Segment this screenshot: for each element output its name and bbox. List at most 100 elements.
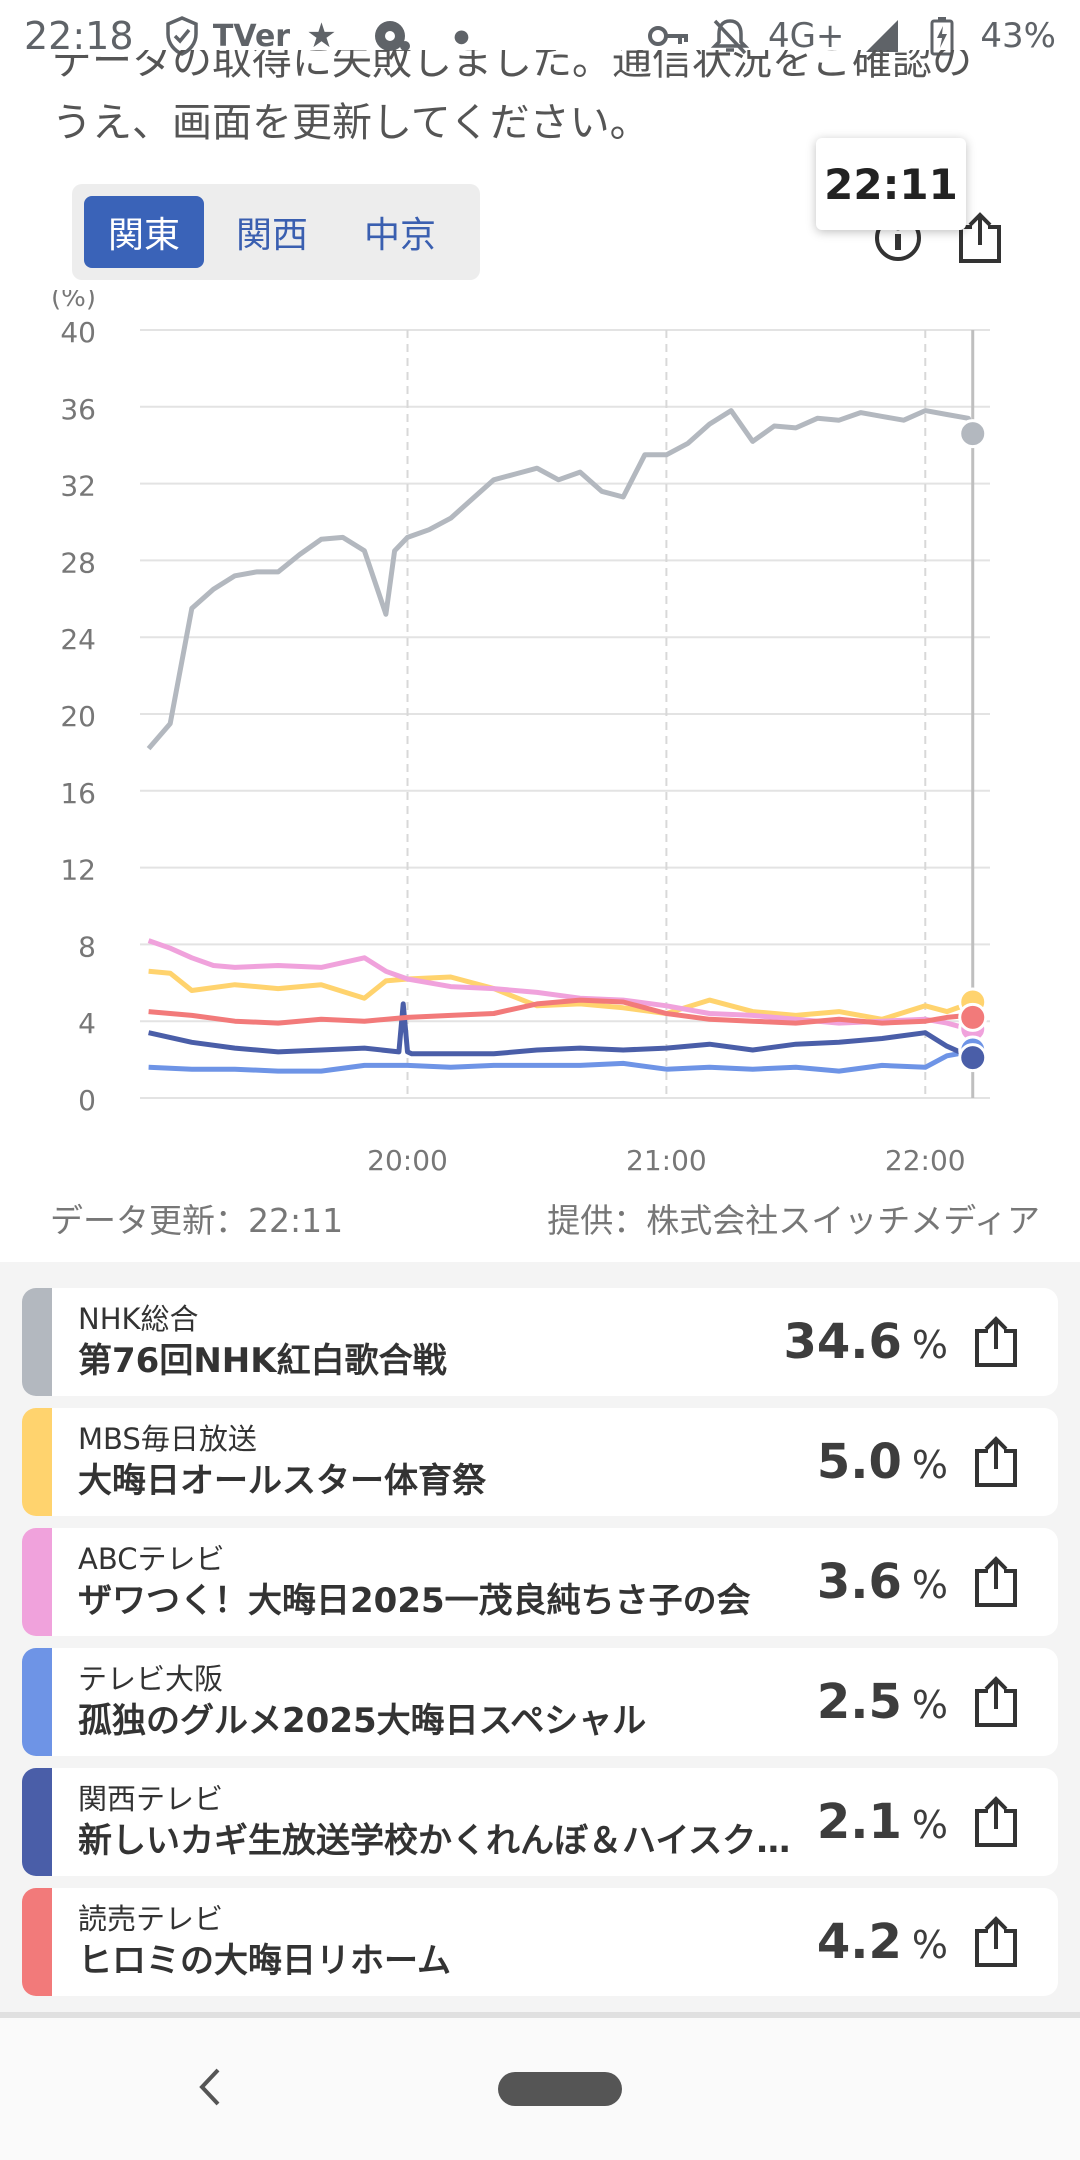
star-icon: ★ [306, 16, 337, 56]
channel-name: 読売テレビ [78, 1902, 224, 1936]
chart-footer: データ更新：22:11 提供：株式会社スイッチメディア [50, 1194, 1040, 1242]
program-card[interactable]: NHK総合 第76回NHK紅白歌合戦 34.6% [22, 1288, 1058, 1396]
rating-unit: % [911, 1323, 948, 1367]
battery-level: 43% [980, 16, 1056, 56]
chart-svg: 0 4 8 12 16 20 24 28 32 36 40 (%) 20:00 21:00 22:00 [51, 283, 990, 1177]
program-title: 大晦日オールスター体育祭 [78, 1461, 486, 1501]
rating-value: 2.1 [816, 1794, 902, 1850]
rating-value: 5.0 [816, 1434, 902, 1490]
program-card[interactable]: テレビ大阪 孤独のグルメ2025大晦日スペシャル 2.5% [22, 1648, 1058, 1756]
series-end-marker [958, 419, 988, 449]
status-time: 22:18 [24, 14, 134, 58]
channel-name: ABCテレビ [78, 1542, 225, 1576]
rating: 3.6% [817, 1554, 948, 1610]
time-tooltip: 22:11 [816, 138, 966, 230]
network-type: 4G+ [767, 16, 845, 56]
rating: 34.6% [783, 1314, 948, 1370]
record-icon [370, 14, 414, 58]
series-end-marker [958, 1043, 988, 1073]
share-icon[interactable] [966, 1912, 1026, 1972]
y-tick-label: 24 [60, 623, 96, 656]
error-message-line1: データの取得に失敗しました。通信状況をご確認の [52, 50, 972, 84]
share-icon[interactable] [966, 1792, 1026, 1852]
series-line [148, 1047, 974, 1074]
program-title: 第76回NHK紅白歌合戦 [78, 1341, 447, 1381]
series-end-marker [958, 1002, 988, 1032]
y-tick-label: 28 [60, 546, 96, 579]
y-tick-label: 4 [78, 1007, 96, 1040]
rating-unit: % [911, 1563, 948, 1607]
rating: 2.1% [817, 1794, 948, 1850]
series-line [148, 997, 974, 1026]
rating: 5.0% [817, 1434, 948, 1490]
rating-unit: % [911, 1803, 948, 1847]
error-message: データの取得に失敗しました。通信状況をご確認の うえ、画面を更新してください。 [52, 50, 1032, 170]
channel-name: MBS毎日放送 [78, 1422, 257, 1456]
program-title: 新しいカギ生放送学校かくれんぼ＆ハイスクール [78, 1821, 817, 1861]
channel-name: NHK総合 [78, 1302, 199, 1336]
divider [0, 2012, 1080, 2018]
signal-icon [860, 14, 904, 58]
channel-color-bar [22, 1288, 52, 1396]
y-tick-label: 32 [60, 470, 96, 503]
notifications-off-icon [708, 14, 752, 58]
rating-value: 2.5 [816, 1674, 902, 1730]
share-icon[interactable] [966, 1312, 1026, 1372]
y-tick-label: 12 [60, 854, 96, 887]
rating-unit: % [911, 1683, 948, 1727]
y-tick-label: 40 [60, 316, 96, 349]
back-icon[interactable] [190, 2062, 230, 2112]
series-line [148, 968, 974, 1022]
rating-unit: % [911, 1923, 948, 1967]
channel-color-bar [22, 1888, 52, 1996]
y-unit-label: (%) [51, 290, 96, 313]
program-card[interactable]: ABCテレビ ザワつく！大晦日2025一茂良純ちさ子の会 3.6% [22, 1528, 1058, 1636]
x-tick-label: 20:00 [367, 1144, 448, 1177]
series-line [146, 408, 976, 751]
program-card[interactable]: MBS毎日放送 大晦日オールスター体育祭 5.0% [22, 1408, 1058, 1516]
program-list: NHK総合 第76回NHK紅白歌合戦 34.6% MBS毎日放送 大晦日オールス… [0, 1262, 1080, 2012]
y-tick-label: 0 [78, 1084, 96, 1117]
channel-color-bar [22, 1408, 52, 1516]
battery-charging-icon [920, 14, 964, 58]
channel-color-bar [22, 1648, 52, 1756]
navigation-bar [0, 2018, 1080, 2160]
region-tabs: 関東 関西 中京 [72, 184, 480, 280]
tab-chukyo[interactable]: 中京 [363, 215, 436, 256]
provider-label: 提供：株式会社スイッチメディア [547, 1201, 1040, 1240]
data-updated-label: データ更新：22:11 [50, 1201, 344, 1240]
program-title: ザワつく！大晦日2025一茂良純ちさ子の会 [78, 1581, 751, 1621]
rating-value: 4.2 [816, 1914, 902, 1970]
share-icon[interactable] [966, 1672, 1026, 1732]
y-tick-label: 20 [60, 700, 96, 733]
series-line [148, 1001, 974, 1060]
channel-color-bar [22, 1528, 52, 1636]
tab-kansai[interactable]: 関西 [235, 215, 308, 256]
channel-name: テレビ大阪 [78, 1662, 224, 1696]
rating: 2.5% [817, 1674, 948, 1730]
program-card[interactable]: 関西テレビ 新しいカギ生放送学校かくれんぼ＆ハイスクール 2.1% [22, 1768, 1058, 1876]
rating-value: 34.6 [783, 1314, 902, 1370]
share-icon[interactable] [966, 1552, 1026, 1612]
program-title: ヒロミの大晦日リホーム [78, 1941, 451, 1981]
status-bar: 22:18 TVer ★ ● 4G+ 43% [0, 0, 1080, 72]
y-tick-label: 16 [60, 777, 96, 810]
y-tick-label: 8 [78, 930, 96, 963]
audience-rating-chart: 0 4 8 12 16 20 24 28 32 36 40 (%) 20:00 21:00 22:00 [0, 283, 1080, 1190]
y-tick-label: 36 [60, 393, 96, 426]
tver-icon: TVer [212, 18, 291, 54]
program-card[interactable]: 読売テレビ ヒロミの大晦日リホーム 4.2% [22, 1888, 1058, 1996]
rating-unit: % [911, 1443, 948, 1487]
error-message-line2: うえ、画面を更新してください。 [52, 100, 650, 146]
program-title: 孤独のグルメ2025大晦日スペシャル [78, 1701, 647, 1741]
shield-check-icon [160, 14, 204, 58]
home-pill-icon[interactable] [498, 2072, 622, 2106]
key-icon [647, 14, 692, 58]
channel-color-bar [22, 1768, 52, 1876]
channel-name: 関西テレビ [78, 1782, 224, 1816]
tab-kanto[interactable]: 関東 [84, 196, 204, 268]
rating: 4.2% [817, 1914, 948, 1970]
share-icon[interactable] [966, 1432, 1026, 1492]
rating-value: 3.6 [816, 1554, 902, 1610]
x-tick-label: 22:00 [885, 1144, 966, 1177]
